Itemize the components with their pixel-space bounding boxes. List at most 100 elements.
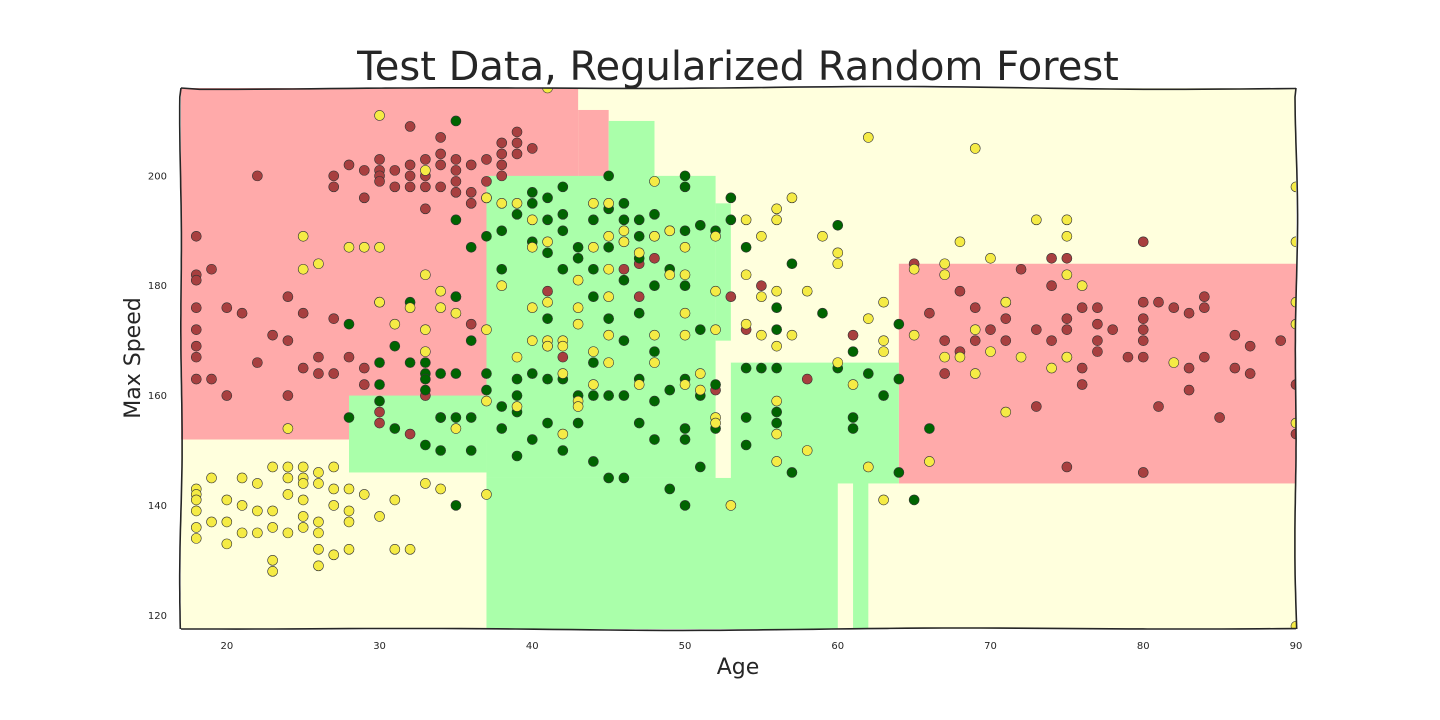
point-yellow (588, 379, 599, 390)
point-red (297, 362, 309, 374)
x-tick-label: 30 (373, 641, 386, 652)
point-red (1000, 313, 1012, 324)
point-green (481, 384, 492, 396)
point-red (1229, 362, 1241, 374)
point-green (847, 412, 859, 423)
point-yellow (771, 340, 782, 352)
point-red (1046, 335, 1057, 346)
y-axis-label: Max Speed (121, 297, 146, 418)
point-yellow (496, 198, 508, 209)
point-green (511, 390, 523, 401)
point-green (695, 324, 706, 335)
point-yellow (343, 241, 355, 253)
point-yellow (450, 423, 462, 434)
point-green (695, 461, 706, 473)
point-yellow (420, 346, 431, 357)
x-tick-label: 50 (679, 641, 692, 652)
point-green (588, 357, 599, 368)
point-red (1092, 302, 1103, 313)
point-yellow (252, 505, 263, 517)
point-red (465, 159, 477, 171)
point-yellow (908, 263, 920, 275)
point-green (771, 406, 782, 418)
point-red (633, 291, 645, 303)
point-red (404, 159, 416, 171)
point-red (1107, 324, 1119, 335)
point-red (969, 335, 981, 346)
point-yellow (771, 395, 782, 407)
point-red (1137, 351, 1149, 363)
point-yellow (786, 329, 798, 341)
point-red (557, 351, 569, 363)
point-yellow (1000, 296, 1012, 308)
point-yellow (985, 252, 996, 264)
point-yellow (282, 461, 294, 473)
point-yellow (572, 401, 584, 412)
point-yellow (267, 461, 278, 473)
point-green (771, 417, 782, 429)
point-yellow (435, 285, 446, 297)
point-green (679, 170, 691, 182)
frame-edge-0 (180, 85, 1297, 91)
point-green (633, 230, 645, 242)
point-green (542, 192, 553, 204)
point-green (771, 302, 782, 313)
point-green (740, 439, 752, 451)
point-red (435, 148, 446, 160)
point-red (496, 148, 508, 160)
point-yellow (649, 357, 660, 368)
point-red (206, 263, 217, 275)
point-green (633, 307, 645, 319)
point-green (557, 209, 569, 220)
point-red (1137, 324, 1149, 335)
point-green (420, 373, 431, 385)
point-green (557, 263, 569, 275)
point-yellow (328, 461, 340, 473)
point-green (496, 263, 508, 275)
point-red (328, 181, 340, 193)
point-red (465, 198, 477, 209)
point-red (1061, 313, 1073, 324)
plot-area (181, 88, 1296, 629)
x-tick-label: 60 (831, 641, 844, 652)
point-red (267, 329, 278, 341)
point-yellow (588, 241, 599, 253)
point-yellow (343, 544, 355, 555)
point-yellow (1076, 280, 1088, 292)
point-yellow (695, 384, 706, 396)
point-yellow (939, 351, 950, 363)
point-red (282, 390, 294, 401)
point-red (1076, 302, 1088, 313)
series-yellow (190, 88, 1296, 629)
point-yellow (1290, 620, 1296, 629)
point-yellow (374, 110, 385, 121)
point-green (481, 368, 492, 379)
point-red (954, 285, 966, 297)
point-yellow (313, 516, 324, 528)
point-green (588, 263, 599, 275)
point-green (374, 395, 385, 407)
point-green (908, 494, 920, 506)
point-green (633, 417, 645, 429)
point-green (435, 445, 446, 456)
point-green (740, 241, 752, 253)
point-green (893, 318, 905, 330)
point-yellow (985, 346, 996, 357)
point-yellow (969, 368, 981, 379)
point-red (282, 335, 294, 346)
point-red (1046, 280, 1057, 292)
point-green (435, 368, 446, 379)
point-red (1031, 324, 1042, 335)
point-yellow (374, 296, 385, 308)
point-yellow (297, 461, 309, 473)
point-green (572, 241, 584, 253)
point-red (1061, 252, 1073, 264)
point-green (404, 357, 416, 368)
point-yellow (267, 522, 278, 533)
point-yellow (710, 324, 721, 335)
point-red (725, 291, 737, 303)
point-red (1137, 236, 1149, 248)
point-yellow (511, 198, 523, 209)
point-yellow (190, 533, 202, 544)
